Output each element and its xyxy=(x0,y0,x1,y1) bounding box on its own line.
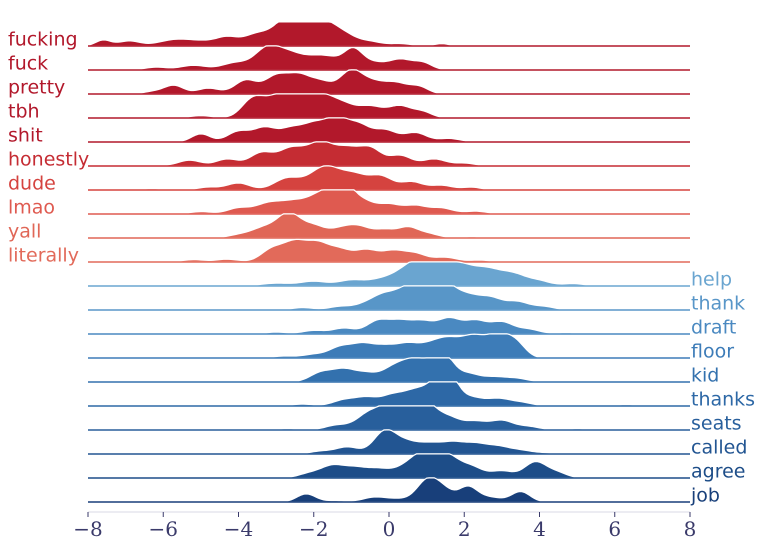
ridge-dude: dude xyxy=(8,165,690,195)
density-area xyxy=(88,333,690,359)
x-tick-label: −2 xyxy=(299,517,328,541)
series-label: lmao xyxy=(8,197,55,219)
ridge-help: help xyxy=(88,261,732,291)
density-area xyxy=(88,357,690,383)
series-label: fucking xyxy=(8,29,78,51)
density-area xyxy=(87,21,690,47)
ridge-kid: kid xyxy=(88,357,719,387)
density-area xyxy=(88,213,690,239)
series-label: thanks xyxy=(691,389,755,411)
ridge-lmao: lmao xyxy=(8,189,690,219)
ridge-literally: literally xyxy=(8,238,690,267)
series-label: thank xyxy=(691,293,745,315)
density-area xyxy=(88,405,690,431)
density-area xyxy=(88,93,690,119)
series-label: job xyxy=(690,485,720,507)
x-tick-label: 2 xyxy=(458,517,471,541)
x-tick-label: −6 xyxy=(149,517,178,541)
series-label: honestly xyxy=(8,149,89,171)
series-label: pretty xyxy=(8,77,65,99)
ridge-draft: draft xyxy=(88,317,736,339)
density-area xyxy=(88,285,690,311)
x-tick-label: −8 xyxy=(73,517,102,541)
series-label: tbh xyxy=(8,101,40,123)
series-label: fuck xyxy=(8,53,48,75)
density-area xyxy=(88,261,690,287)
x-tick-label: 6 xyxy=(608,517,621,541)
ridge-tbh: tbh xyxy=(8,93,690,123)
ridge-shit: shit xyxy=(8,117,690,147)
x-tick-label: 8 xyxy=(684,517,697,541)
series-label: literally xyxy=(8,245,79,267)
ridge-fuck: fuck xyxy=(8,45,690,75)
ridge-pretty: pretty xyxy=(8,69,690,99)
x-tick-label: 0 xyxy=(383,517,396,541)
ridge-thank: thank xyxy=(88,285,745,315)
ridge-job: job xyxy=(88,477,720,507)
density-area xyxy=(88,453,690,479)
ridge-yall: yall xyxy=(8,213,690,243)
density-area xyxy=(88,477,690,503)
ridge-fucking: fucking xyxy=(8,21,690,51)
density-area xyxy=(88,165,690,191)
series-label: called xyxy=(691,437,747,459)
ridge-seats: seats xyxy=(88,405,742,435)
series-label: shit xyxy=(8,125,43,147)
series-label: seats xyxy=(691,413,742,435)
series-label: agree xyxy=(691,461,745,483)
density-area xyxy=(88,429,690,455)
series-label: kid xyxy=(691,365,719,387)
series-label: dude xyxy=(8,173,56,195)
x-tick-label: 4 xyxy=(533,517,546,541)
series-label: floor xyxy=(691,341,734,363)
ridge-floor: floor xyxy=(88,333,734,363)
density-area xyxy=(88,69,690,95)
density-area xyxy=(88,45,690,71)
ridge-agree: agree xyxy=(88,453,745,483)
density-area xyxy=(88,381,690,407)
ridge-honestly: honestly xyxy=(8,141,690,171)
density-area xyxy=(88,117,690,143)
series-label: draft xyxy=(691,317,736,339)
density-area xyxy=(88,141,690,167)
density-area xyxy=(88,316,690,335)
x-axis: −8 −6 −4 −2 0 2 4 6 8 xyxy=(73,511,697,541)
series-label: help xyxy=(691,269,732,291)
density-area xyxy=(88,189,690,215)
ridge-called: called xyxy=(88,429,747,459)
x-tick-label: −4 xyxy=(224,517,253,541)
ridges-group: fuckingfuckprettytbhshithonestlydudelmao… xyxy=(8,21,755,507)
series-label: yall xyxy=(8,221,41,243)
density-area xyxy=(88,238,690,263)
